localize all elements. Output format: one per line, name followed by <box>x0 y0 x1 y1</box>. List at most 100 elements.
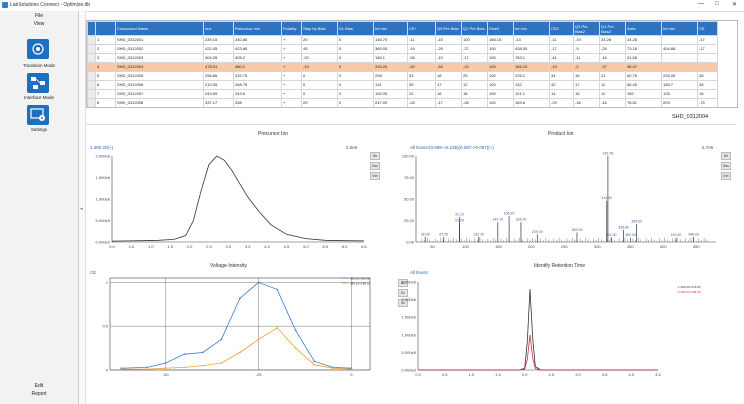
column-header[interactable]: Int m/z <box>661 21 698 36</box>
table-cell[interactable]: 33 <box>407 71 436 81</box>
table-cell[interactable]: 166.15 <box>487 35 514 45</box>
table-cell[interactable]: + <box>281 53 302 63</box>
table-cell[interactable]: -16 <box>573 98 600 107</box>
table-cell[interactable]: 18 <box>697 89 718 99</box>
table-cell[interactable]: 404.28 <box>203 53 234 63</box>
precursor-save-button[interactable]: Sav <box>370 162 380 170</box>
column-header[interactable] <box>95 21 116 36</box>
table-cell[interactable]: -27 <box>461 44 488 54</box>
voltage-dir-button[interactable]: Dir <box>398 279 408 287</box>
table-cell[interactable]: 243.6 <box>233 89 282 99</box>
table-cell[interactable]: 0 <box>301 71 338 81</box>
table-cell[interactable]: + <box>281 71 302 81</box>
table-cell[interactable]: 208 <box>373 71 408 81</box>
table-cell[interactable]: -29 <box>435 44 462 54</box>
table-cell[interactable]: 60.75 <box>625 71 662 81</box>
table-cell[interactable]: -16 <box>599 98 626 107</box>
column-header[interactable]: Q3 Pre Bias <box>435 21 462 36</box>
table-cell[interactable]: 256.66 <box>203 71 234 81</box>
table-cell[interactable]: 169.6 <box>513 98 550 107</box>
table-cell[interactable]: 14 <box>549 89 574 99</box>
table-cell[interactable]: 11 <box>599 80 626 90</box>
table-cell[interactable]: 232.75 <box>233 71 282 81</box>
column-header[interactable]: CE <box>697 21 718 36</box>
table-cell[interactable]: -19 <box>407 44 436 54</box>
table-cell[interactable]: -26 <box>407 53 436 63</box>
row-marker[interactable] <box>87 35 96 45</box>
table-cell[interactable]: 422.45 <box>203 44 234 54</box>
row-marker[interactable] <box>87 53 96 63</box>
table-cell[interactable]: 146.70 <box>373 35 408 45</box>
table-cell[interactable]: + <box>281 62 302 72</box>
table-cell[interactable]: 0 <box>337 89 374 99</box>
table-row[interactable]: 7 SHD_0312007 243.69 243.6 +0 0 119.05 22 16 18 10… <box>87 89 718 99</box>
table-cell[interactable]: 21 <box>599 71 626 81</box>
table-cell[interactable]: 0 <box>337 80 374 90</box>
table-cell[interactable]: 18 <box>461 89 488 99</box>
table-cell[interactable]: 783.1 <box>513 53 550 63</box>
compound-name-cell[interactable]: SHD_0312008 <box>115 98 204 107</box>
settings-button[interactable] <box>27 105 49 125</box>
column-header[interactable]: Polarity <box>281 21 302 36</box>
table-cell[interactable]: 240.66 <box>233 35 282 45</box>
compound-name-cell[interactable]: SHD_0312007 <box>115 89 204 99</box>
table-cell[interactable]: 0 <box>301 89 338 99</box>
table-cell[interactable]: + <box>281 35 302 45</box>
table-cell[interactable]: 46.47 <box>625 62 662 72</box>
table-cell[interactable]: -10 <box>301 62 338 72</box>
table-cell[interactable]: -16 <box>435 62 462 72</box>
table-cell[interactable]: 42 <box>549 80 574 90</box>
table-cell[interactable]: 121.1 <box>513 89 550 99</box>
table-cell[interactable]: 408.05 <box>513 44 550 54</box>
row-number[interactable]: 4 <box>95 62 116 72</box>
table-cell[interactable]: -29 <box>549 98 574 107</box>
table-cell[interactable]: 480.2 <box>233 62 282 72</box>
table-cell[interactable]: 404.88 <box>661 44 698 54</box>
table-cell[interactable]: -20 <box>301 53 338 63</box>
table-cell[interactable]: 66.45 <box>625 80 662 90</box>
table-row[interactable]: 5 SHD_0312005 256.66 232.75 +0 0 208 33 18 25 100 2… <box>87 71 718 81</box>
table-cell[interactable]: -19 <box>549 62 574 72</box>
table-cell[interactable]: + <box>281 89 302 99</box>
table-row[interactable]: 3 SHD_0312003 404.28 405.2 + -20 0 185.1 -26 -19-… <box>87 53 718 63</box>
table-row[interactable]: 1 SHD_0312001 239.15 240.66 +20 0 146.70 -11 -15… <box>87 35 718 45</box>
table-cell[interactable]: 210.05 <box>203 80 234 90</box>
compound-name-cell[interactable]: SHD_0312003 <box>115 53 204 63</box>
table-cell[interactable]: 182 <box>625 89 662 99</box>
table-cell[interactable]: 0 <box>301 80 338 90</box>
table-cell[interactable]: -29 <box>599 44 626 54</box>
table-cell[interactable]: 0 <box>337 98 374 107</box>
table-row[interactable]: 2 SHD_0312002 422.45 423.66 +45 0 360.05 -19 -29… <box>87 44 718 54</box>
product-save-button[interactable]: Sav <box>721 162 731 170</box>
table-cell[interactable]: 0 <box>337 71 374 81</box>
table-cell[interactable]: 423.66 <box>233 44 282 54</box>
table-cell[interactable]: 0 <box>337 44 374 54</box>
table-cell[interactable]: -26 <box>461 98 488 107</box>
row-number[interactable]: 8 <box>95 98 116 107</box>
column-header[interactable]: Compound Name <box>115 21 204 36</box>
table-cell[interactable] <box>661 62 698 72</box>
table-cell[interactable]: 20 <box>301 98 338 107</box>
table-cell[interactable]: 100 <box>487 62 514 72</box>
row-number[interactable]: 7 <box>95 89 116 99</box>
table-cell[interactable]: -15 <box>435 35 462 45</box>
table-cell[interactable]: -22 <box>461 62 488 72</box>
table-cell[interactable]: 226.05 <box>661 71 698 81</box>
table-cell[interactable]: + <box>281 44 302 54</box>
compound-name-cell[interactable]: SHD_0312006 <box>115 80 204 90</box>
column-header[interactable]: Precursor m/z <box>233 21 282 36</box>
column-header[interactable]: CE2 <box>549 21 574 36</box>
table-cell[interactable]: 131 <box>373 80 408 90</box>
row-number[interactable]: 2 <box>95 44 116 54</box>
column-header[interactable]: m/z <box>203 21 234 36</box>
table-cell[interactable]: 39 <box>407 80 436 90</box>
table-cell[interactable]: -11 <box>573 53 600 63</box>
table-cell[interactable]: 22 <box>407 89 436 99</box>
table-cell[interactable]: -17 <box>435 98 462 107</box>
table-cell[interactable]: 20 <box>301 35 338 45</box>
voltage-sv-button[interactable]: Sv <box>398 299 408 307</box>
table-cell[interactable]: 315.26 <box>373 62 408 72</box>
table-cell[interactable]: 247.00 <box>373 98 408 107</box>
table-cell[interactable]: 478.51 <box>203 62 234 72</box>
table-cell[interactable]: 45 <box>301 44 338 54</box>
